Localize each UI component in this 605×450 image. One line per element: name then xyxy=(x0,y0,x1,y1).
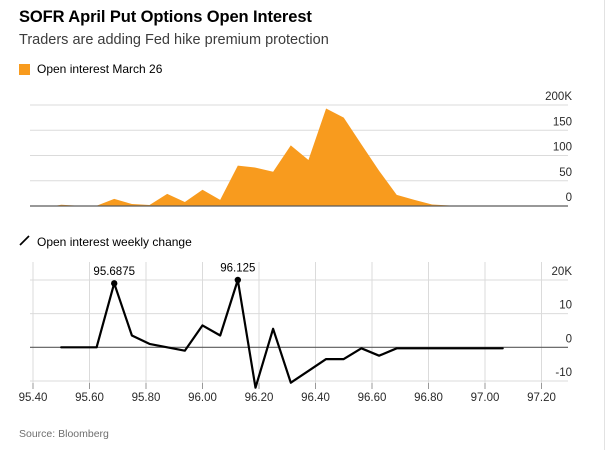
legend-weekly-change: Open interest weekly change xyxy=(19,235,192,249)
y-tick-label-top: 150 xyxy=(553,116,572,128)
y-tick-label-bottom: 0 xyxy=(566,333,572,345)
x-tick-label: 96.00 xyxy=(188,392,217,404)
x-tick-label: 95.60 xyxy=(75,392,104,404)
x-tick-label: 95.80 xyxy=(132,392,161,404)
annotation-label: 96.125 xyxy=(220,262,255,274)
x-tick-label: 96.60 xyxy=(358,392,387,404)
x-tick-label: 97.20 xyxy=(527,392,556,404)
source-attribution: Source: Bloomberg xyxy=(19,428,109,440)
x-tick-label: 96.40 xyxy=(301,392,330,404)
y-tick-label-bottom: 20K xyxy=(552,266,573,278)
chart-card: SOFR April Put Options Open Interest Tra… xyxy=(0,0,605,450)
y-tick-label-top: 50 xyxy=(559,167,572,179)
annotation-marker xyxy=(111,280,117,286)
y-tick-label-top: 200K xyxy=(545,91,572,103)
annotation-marker xyxy=(235,277,241,283)
charts-canvas: 200K15010050020K100-1095.4095.6095.8096.… xyxy=(0,0,605,450)
legend-weekly-change-label: Open interest weekly change xyxy=(37,235,192,249)
annotation-label: 95.6875 xyxy=(93,266,135,278)
x-tick-label: 95.40 xyxy=(19,392,48,404)
line-series-weekly-change xyxy=(61,280,503,388)
x-tick-label: 96.20 xyxy=(245,392,274,404)
y-tick-label-bottom: 10 xyxy=(559,300,572,312)
area-series-open-interest xyxy=(54,109,467,207)
x-tick-label: 97.00 xyxy=(471,392,500,404)
y-tick-label-top: 100 xyxy=(553,142,572,154)
x-tick-label: 96.80 xyxy=(414,392,443,404)
line-series-icon xyxy=(19,237,30,248)
y-tick-label-bottom: -10 xyxy=(555,367,572,379)
y-tick-label-top: 0 xyxy=(566,192,572,204)
